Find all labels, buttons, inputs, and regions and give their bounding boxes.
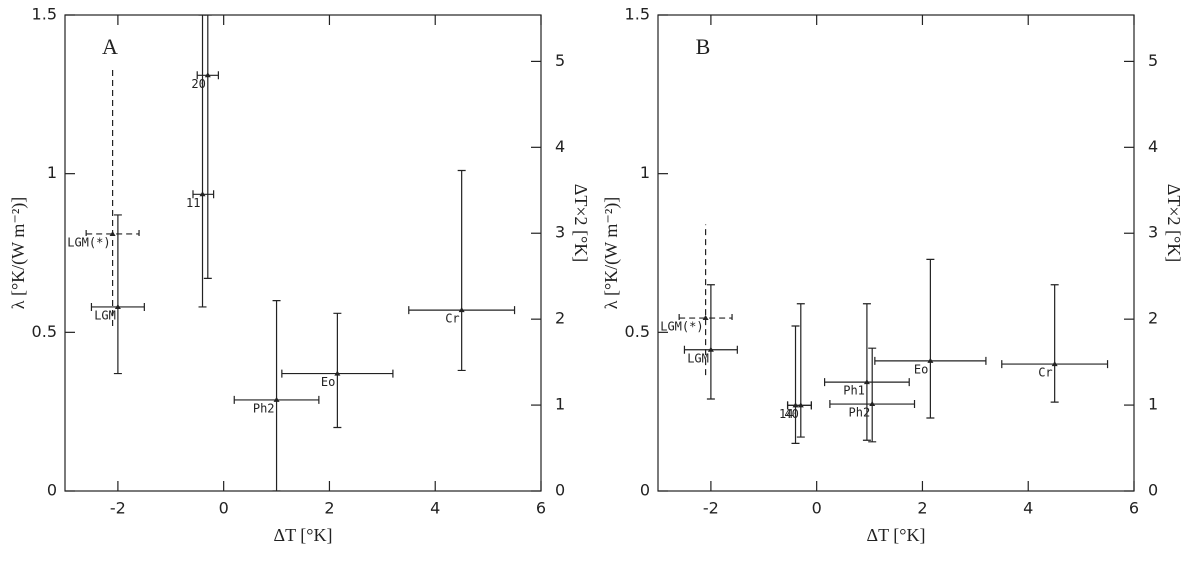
point-label: Eo bbox=[914, 362, 928, 376]
data-point bbox=[707, 346, 714, 352]
y-error-bar bbox=[862, 303, 871, 441]
plot-frame bbox=[64, 14, 542, 492]
point-label: Cr bbox=[445, 312, 459, 326]
y2-tick-label: 2 bbox=[1148, 309, 1158, 328]
x-axis-label: ΔT [°K] bbox=[274, 525, 333, 545]
y-tick-label: 0 bbox=[640, 481, 650, 500]
y-tick-label: 0.5 bbox=[32, 322, 57, 341]
y-error-bar bbox=[1050, 284, 1059, 403]
y-error-bar bbox=[791, 325, 800, 444]
x-tick-label: 2 bbox=[917, 499, 927, 518]
plot-frame bbox=[657, 14, 1135, 492]
y2-tick-label: 4 bbox=[555, 137, 565, 156]
y-error-bar bbox=[926, 258, 935, 419]
y-tick-label: 0 bbox=[47, 481, 57, 500]
y-tick-label: 1 bbox=[47, 163, 57, 182]
y2-tick-label: 0 bbox=[555, 481, 565, 500]
point-label: LGM bbox=[687, 351, 709, 365]
x-tick-label: 0 bbox=[812, 499, 822, 518]
y2-axis-label: ΔT×2 [°K] bbox=[1164, 184, 1184, 262]
y-error-bar bbox=[868, 347, 877, 443]
x-error-bar bbox=[85, 229, 140, 238]
data-point bbox=[863, 379, 870, 385]
point-label: 14 bbox=[779, 407, 793, 421]
data-point bbox=[1051, 361, 1058, 367]
y-error-bar bbox=[333, 312, 342, 429]
y-error-bar bbox=[198, 15, 207, 308]
data-point bbox=[114, 303, 121, 309]
y-error-bar bbox=[272, 300, 281, 491]
y-axis-label: λ [°K/(W m⁻²)] bbox=[601, 197, 622, 309]
y-error-bar bbox=[113, 214, 122, 375]
data-point bbox=[109, 230, 116, 236]
x-tick-label: -2 bbox=[110, 499, 126, 518]
data-point bbox=[199, 191, 206, 197]
y2-tick-label: 3 bbox=[555, 223, 565, 242]
point-label: LGM(*) bbox=[67, 235, 110, 249]
panel-label: A bbox=[102, 34, 118, 59]
x-tick-label: 4 bbox=[430, 499, 440, 518]
y-error-bar bbox=[457, 169, 466, 372]
point-label: Ph1 bbox=[843, 384, 865, 398]
data-point bbox=[797, 402, 804, 408]
y2-tick-label: 0 bbox=[1148, 481, 1158, 500]
point-label: 20 bbox=[191, 77, 205, 91]
data-layer bbox=[85, 15, 516, 491]
y-error-bar bbox=[706, 284, 715, 400]
data-point bbox=[458, 307, 465, 313]
x-tick-label: -2 bbox=[703, 499, 719, 518]
y2-tick-label: 1 bbox=[555, 395, 565, 414]
y-tick-label: 1 bbox=[640, 163, 650, 182]
y2-tick-label: 5 bbox=[555, 51, 565, 70]
x-tick-label: 0 bbox=[219, 499, 229, 518]
x-tick-label: 6 bbox=[1129, 499, 1139, 518]
point-label: Cr bbox=[1038, 366, 1052, 380]
point-label: 40 bbox=[784, 407, 798, 421]
data-point bbox=[273, 396, 280, 402]
y2-tick-label: 1 bbox=[1148, 395, 1158, 414]
data-point bbox=[334, 370, 341, 376]
x-error-bar bbox=[678, 314, 733, 323]
data-point bbox=[702, 315, 709, 321]
data-point bbox=[927, 357, 934, 363]
y-error-bar bbox=[796, 303, 805, 438]
y2-tick-label: 5 bbox=[1148, 51, 1158, 70]
y2-tick-label: 3 bbox=[1148, 223, 1158, 242]
y-tick-label: 1.5 bbox=[32, 5, 57, 24]
point-label: 11 bbox=[186, 196, 200, 210]
y-axis-label: λ [°K/(W m⁻²)] bbox=[8, 197, 29, 309]
x-axis-label: ΔT [°K] bbox=[867, 525, 926, 545]
panel-label: B bbox=[696, 34, 711, 59]
data-layer bbox=[678, 224, 1109, 444]
point-label: LGM(*) bbox=[660, 320, 703, 334]
y-tick-label: 0.5 bbox=[625, 322, 650, 341]
point-label: Ph2 bbox=[849, 406, 871, 420]
point-label: Eo bbox=[321, 375, 335, 389]
y2-tick-label: 4 bbox=[1148, 137, 1158, 156]
point-label: LGM bbox=[94, 308, 116, 322]
data-point bbox=[204, 72, 211, 78]
point-label: Ph2 bbox=[253, 401, 275, 415]
y2-tick-label: 2 bbox=[555, 309, 565, 328]
y2-axis-label: ΔT×2 [°K] bbox=[571, 184, 591, 262]
x-tick-label: 4 bbox=[1023, 499, 1033, 518]
x-tick-label: 6 bbox=[536, 499, 546, 518]
y-error-bar bbox=[203, 15, 212, 279]
x-tick-label: 2 bbox=[324, 499, 334, 518]
y-tick-label: 1.5 bbox=[625, 5, 650, 24]
data-point bbox=[869, 401, 876, 407]
